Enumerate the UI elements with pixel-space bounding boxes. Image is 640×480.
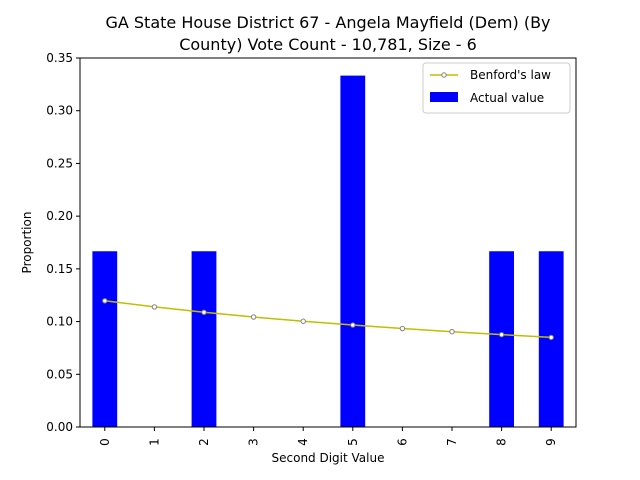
benford-point-5 <box>350 322 356 328</box>
bar-digit-8 <box>489 251 514 427</box>
bar-digit-5 <box>340 75 366 428</box>
x-tick-label: 7 <box>445 438 459 446</box>
y-tick-label: 0.05 <box>46 367 73 381</box>
plot-area-frame <box>79 57 577 428</box>
y-axis: 0.00 0.05 0.10 0.15 0.20 0.25 0.30 0.35 <box>46 51 80 434</box>
chart-title-line-2: County) Vote Count - 10,781, Size - 6 <box>179 35 477 54</box>
benford-line-series <box>102 298 554 341</box>
benford-point-6 <box>399 325 406 332</box>
benford-point-1 <box>151 304 158 310</box>
x-tick-label: 2 <box>197 438 211 446</box>
chart-title-line-1: GA State House District 67 - Angela Mayf… <box>105 13 550 32</box>
x-tick-label: 1 <box>147 438 161 446</box>
y-tick-label: 0.10 <box>46 315 73 329</box>
x-axis-label: Second Digit Value <box>272 451 385 465</box>
y-tick-label: 0.00 <box>46 420 73 434</box>
legend-entry-actual: Actual value <box>470 91 544 105</box>
y-tick-label: 0.30 <box>46 104 73 118</box>
x-tick-label: 3 <box>247 438 261 446</box>
y-tick-label: 0.25 <box>46 156 73 170</box>
x-tick-label: 9 <box>544 438 558 446</box>
y-tick-label: 0.35 <box>46 51 73 65</box>
x-tick-label: 0 <box>98 438 112 446</box>
x-axis: 0 1 2 3 4 5 6 7 8 9 <box>98 427 558 446</box>
benford-point-4 <box>300 318 306 324</box>
benford-point-7 <box>449 328 455 335</box>
bar-digit-2 <box>191 251 217 427</box>
x-tick-label: 4 <box>296 438 310 446</box>
bar-series <box>92 75 564 428</box>
legend-box <box>422 62 571 114</box>
y-axis-label: Proportion <box>20 212 34 274</box>
legend-bar-swatch <box>430 92 458 102</box>
benford-point-3 <box>250 314 257 320</box>
legend: Benford's law Actual value <box>422 62 571 114</box>
benford-line <box>104 300 552 339</box>
x-tick-label: 5 <box>346 438 360 446</box>
benford-point-0 <box>102 298 108 304</box>
x-tick-label: 6 <box>395 438 409 446</box>
y-tick-label: 0.20 <box>46 209 73 223</box>
legend-line-marker <box>441 72 447 78</box>
x-tick-label: 8 <box>495 438 509 446</box>
legend-entry-benford: Benford's law <box>470 68 551 82</box>
y-tick-label: 0.15 <box>46 262 73 276</box>
benford-point-2 <box>201 309 207 315</box>
benford-point-9 <box>548 334 554 341</box>
bar-digit-0 <box>92 251 118 427</box>
benford-point-8 <box>498 331 505 338</box>
